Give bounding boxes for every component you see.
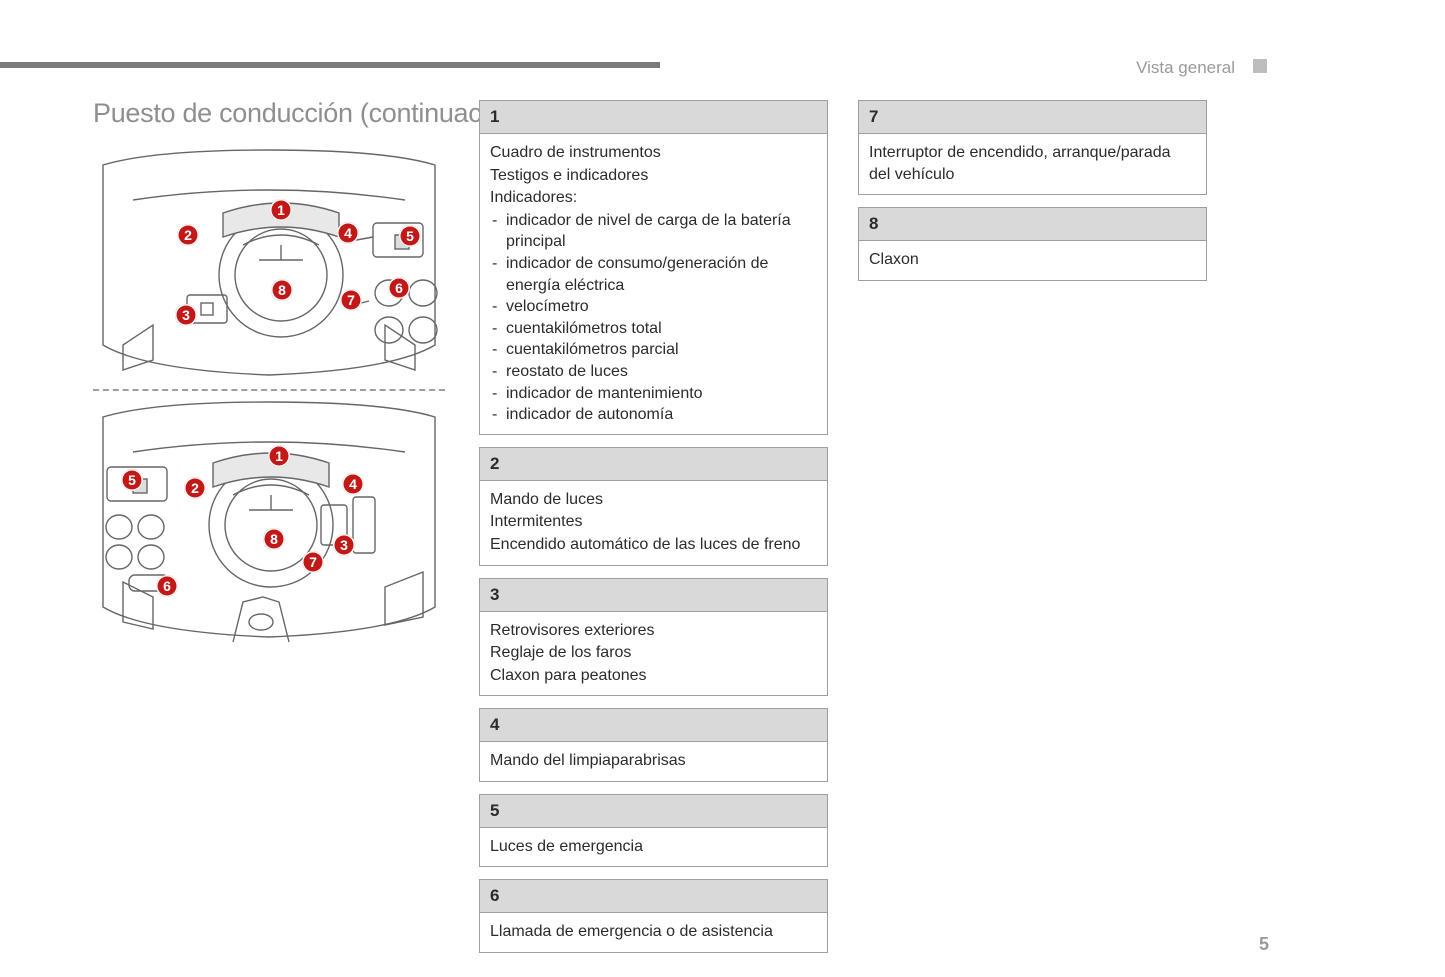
callout-badge: 4: [342, 473, 364, 495]
callout-badge: 8: [263, 528, 285, 550]
info-block-body: Luces de emergencia: [480, 828, 827, 867]
callout-badge: 6: [156, 575, 178, 597]
info-block-body: Llamada de emergencia o de asistencia: [480, 913, 827, 952]
callout-badge: 6: [388, 277, 410, 299]
info-bullet: indicador de autonomía: [492, 404, 817, 426]
dashboard-line-art-bottom: [93, 397, 445, 645]
info-block-number: 1: [480, 101, 827, 134]
callout-badge: 2: [177, 224, 199, 246]
info-line: Llamada de emergencia o de asistencia: [490, 921, 817, 943]
info-line: Claxon: [869, 249, 1196, 271]
info-block-number: 3: [480, 579, 827, 612]
info-line: Mando del limpiaparabrisas: [490, 750, 817, 772]
callout-badge: 1: [268, 445, 290, 467]
callout-badge: 4: [337, 222, 359, 244]
info-line: Indicadores:: [490, 187, 817, 209]
info-column-right: 7 Interruptor de encendido, arranque/para…: [858, 100, 1207, 293]
info-line: Interruptor de encendido, arranque/parad…: [869, 142, 1196, 185]
info-block: 1Cuadro de instrumentosTestigos e indica…: [479, 100, 828, 435]
info-line: Mando de luces: [490, 489, 817, 511]
callout-badge: 1: [270, 199, 292, 221]
callout-badge: 5: [399, 225, 421, 247]
info-block-body: Claxon: [859, 241, 1206, 280]
info-line: Luces de emergencia: [490, 836, 817, 858]
info-bullet-list: indicador de nivel de carga de la baterí…: [492, 210, 817, 426]
info-column-middle: 1Cuadro de instrumentosTestigos e indica…: [479, 100, 828, 965]
info-line: Intermitentes: [490, 511, 817, 533]
info-block: 6 Llamada de emergencia o de asistencia: [479, 879, 828, 953]
info-block-number: 6: [480, 880, 827, 913]
info-block-number: 8: [859, 208, 1206, 241]
info-block-number: 7: [859, 101, 1206, 134]
callout-badge: 7: [340, 289, 362, 311]
dashboard-diagram-top: 1 2 4 5 8 7 6 3: [93, 145, 445, 383]
info-line: Testigos e indicadores: [490, 165, 817, 187]
info-block-number: 5: [480, 795, 827, 828]
info-bullet: cuentakilómetros total: [492, 318, 817, 340]
info-block-body: Mando del limpiaparabrisas: [480, 742, 827, 781]
diagram-column: 12458763: [93, 145, 445, 645]
dashboard-line-art-top: [93, 145, 445, 383]
header-marker: [1253, 59, 1267, 73]
callout-badge: 7: [302, 551, 324, 573]
callout-badge: 3: [175, 304, 197, 326]
info-bullet: indicador de mantenimiento: [492, 383, 817, 405]
callout-badge: 3: [333, 534, 355, 556]
info-block-number: 4: [480, 709, 827, 742]
info-block-body: Cuadro de instrumentosTestigos e indicad…: [480, 134, 827, 434]
top-rule: [0, 62, 660, 68]
info-bullet: cuentakilómetros parcial: [492, 339, 817, 361]
info-block: 2Mando de lucesIntermitentesEncendido au…: [479, 447, 828, 566]
info-block-number: 2: [480, 448, 827, 481]
info-block-body: Interruptor de encendido, arranque/parad…: [859, 134, 1206, 194]
diagram-divider: [93, 389, 445, 391]
info-bullet: velocímetro: [492, 296, 817, 318]
info-block: 4 Mando del limpiaparabrisas: [479, 708, 828, 782]
info-line: Encendido automático de las luces de fre…: [490, 534, 817, 556]
dashboard-diagram-bottom: 1 5 2 4 8 37 6: [93, 397, 445, 645]
callout-badge: 8: [271, 279, 293, 301]
info-bullet: indicador de nivel de carga de la baterí…: [492, 210, 817, 253]
info-line: Retrovisores exteriores: [490, 620, 817, 642]
info-bullet: indicador de consumo/generación de energ…: [492, 253, 817, 296]
page-title: Puesto de conducción (continuación): [93, 98, 525, 129]
info-line: Cuadro de instrumentos: [490, 142, 817, 164]
section-label: Vista general: [1136, 58, 1235, 78]
info-block: 7 Interruptor de encendido, arranque/para…: [858, 100, 1207, 195]
info-block: 3Retrovisores exterioresReglaje de los f…: [479, 578, 828, 697]
callout-badge: 2: [184, 477, 206, 499]
info-block: 5 Luces de emergencia: [479, 794, 828, 868]
info-line: Claxon para peatones: [490, 665, 817, 687]
info-bullet: reostato de luces: [492, 361, 817, 383]
page-number: 5: [1259, 934, 1269, 955]
info-line: Reglaje de los faros: [490, 642, 817, 664]
info-block-body: Retrovisores exterioresReglaje de los fa…: [480, 612, 827, 696]
info-block: 8 Claxon: [858, 207, 1207, 281]
info-block-body: Mando de lucesIntermitentesEncendido aut…: [480, 481, 827, 565]
callout-badge: 5: [121, 469, 143, 491]
